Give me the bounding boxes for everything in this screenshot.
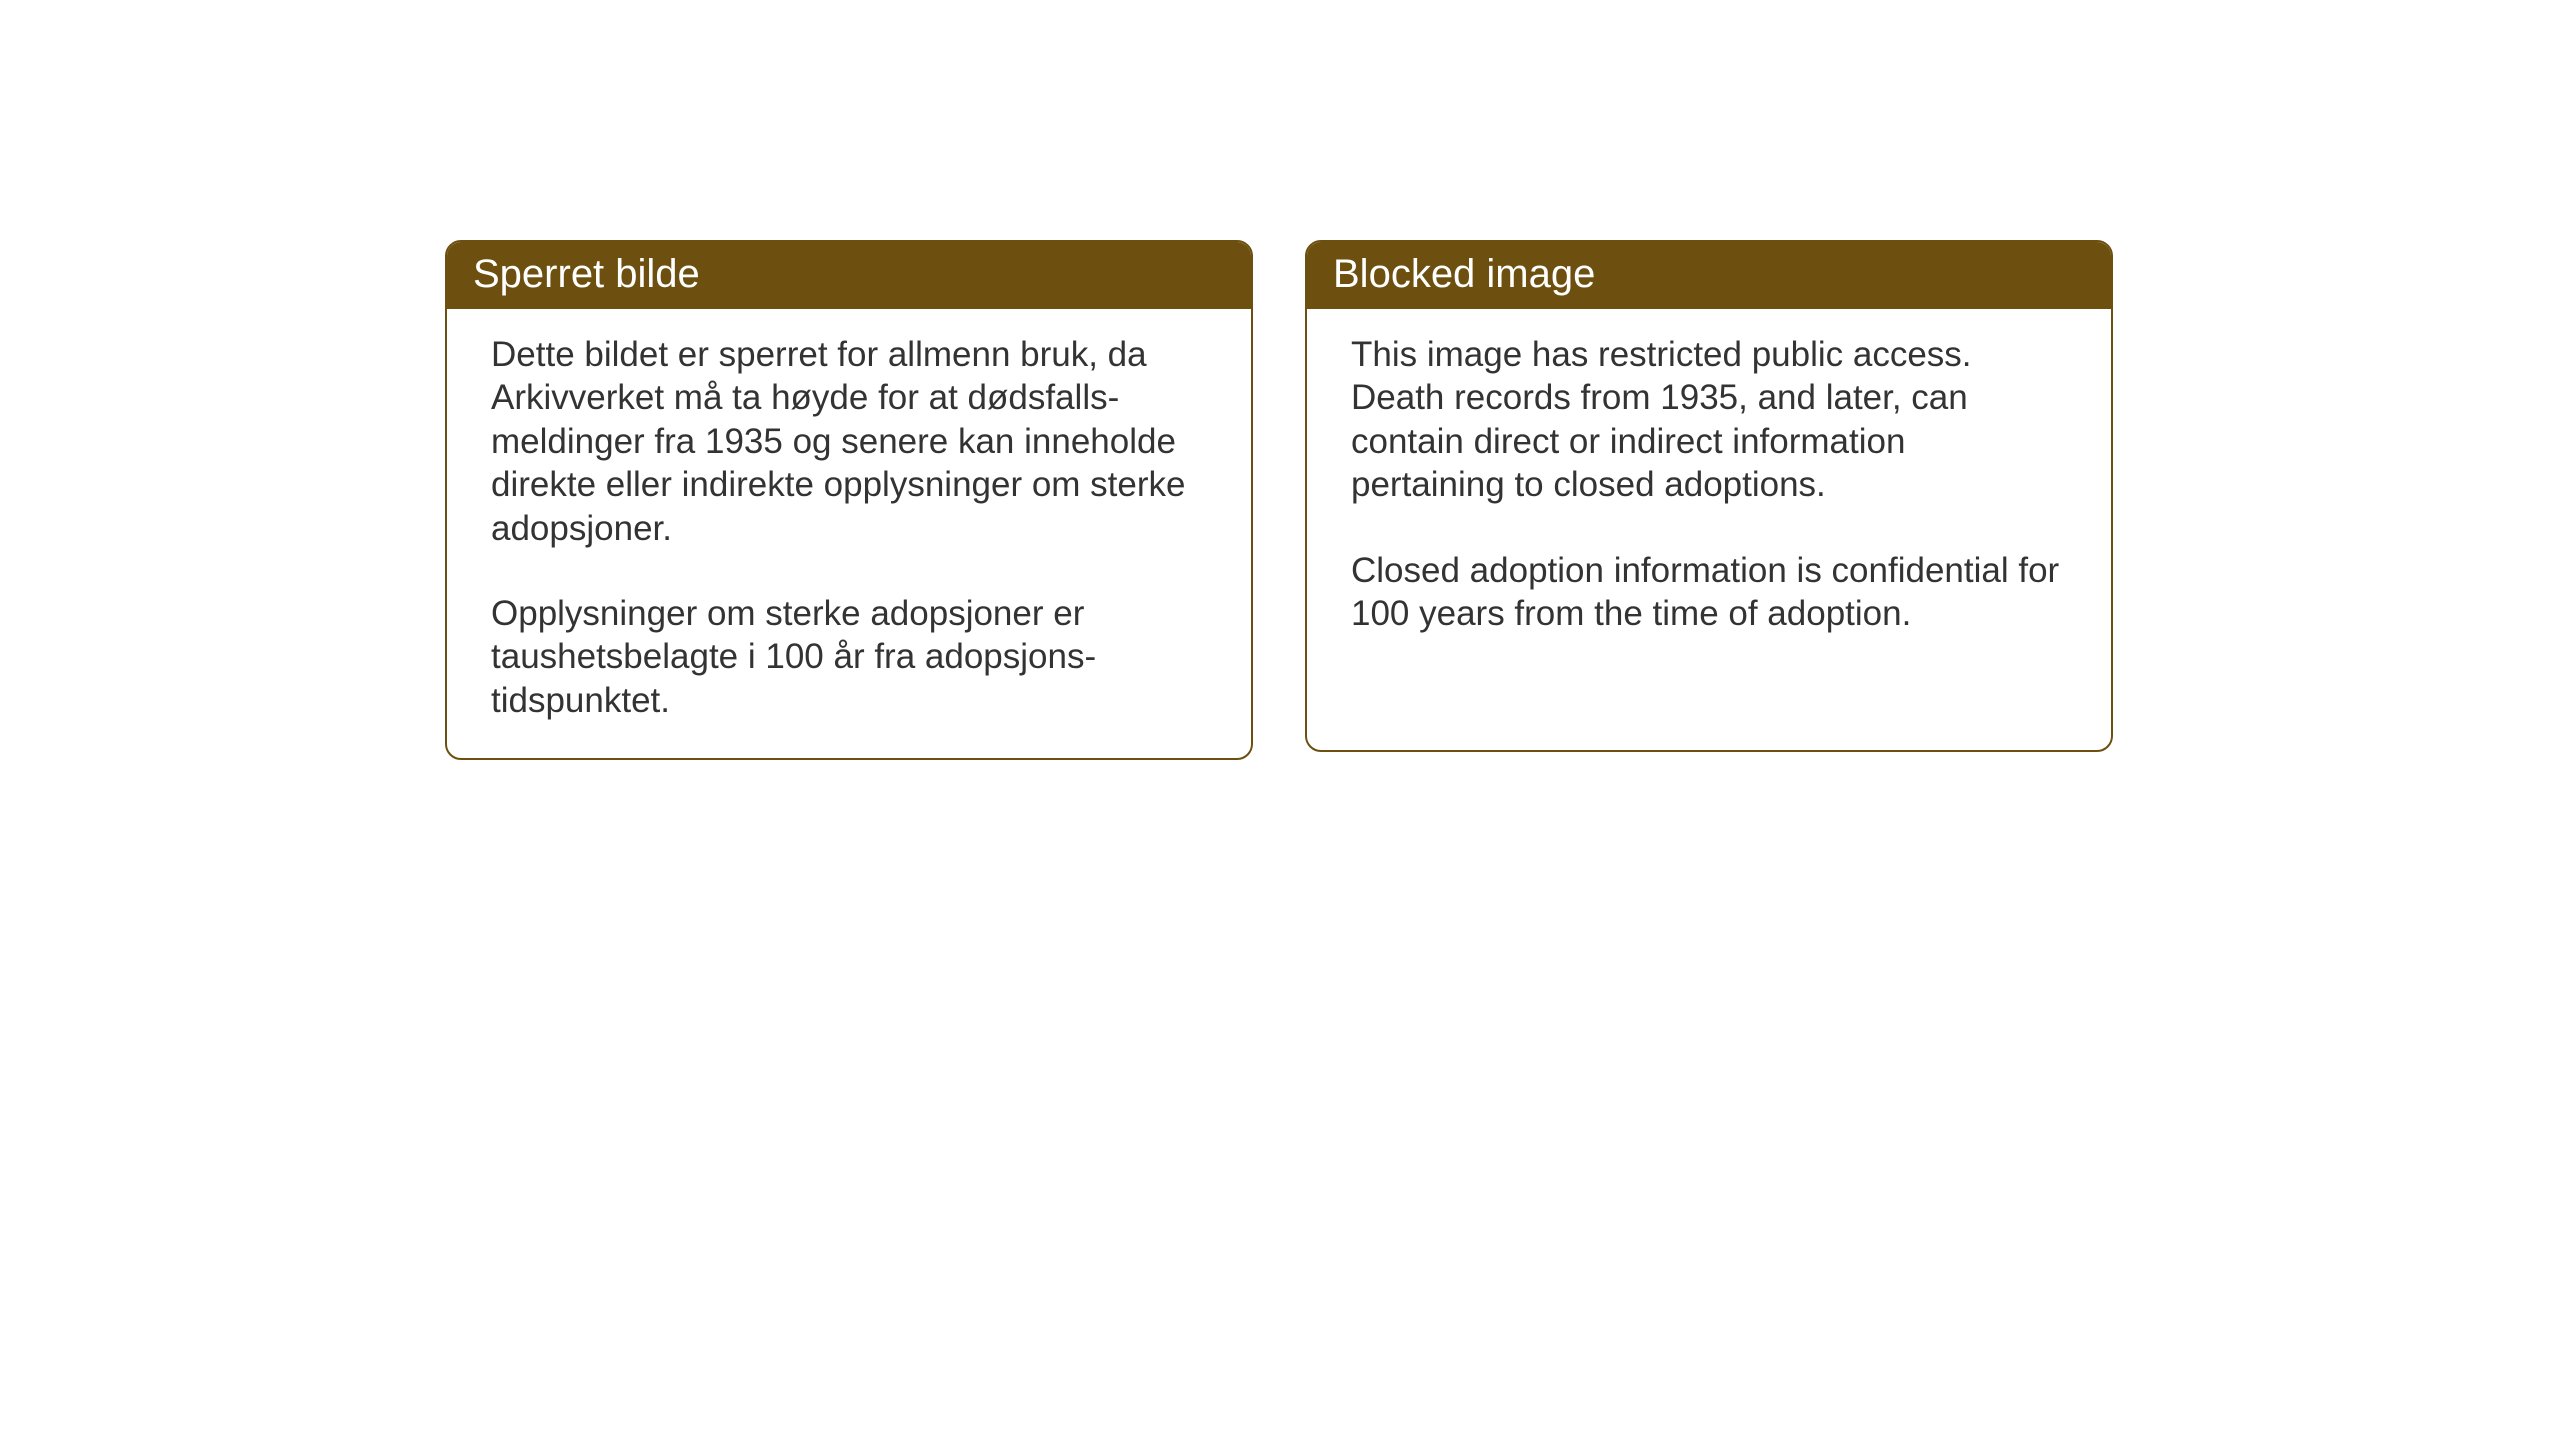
card-norwegian: Sperret bilde Dette bildet er sperret fo… xyxy=(445,240,1253,760)
card-body-norwegian: Dette bildet er sperret for allmenn bruk… xyxy=(447,309,1251,758)
paragraph-norwegian-2: Opplysninger om sterke adopsjoner er tau… xyxy=(491,592,1207,722)
card-header-english: Blocked image xyxy=(1307,242,2111,309)
paragraph-norwegian-1: Dette bildet er sperret for allmenn bruk… xyxy=(491,333,1207,550)
paragraph-english-1: This image has restricted public access.… xyxy=(1351,333,2067,507)
card-english: Blocked image This image has restricted … xyxy=(1305,240,2113,752)
card-body-english: This image has restricted public access.… xyxy=(1307,309,2111,671)
card-header-norwegian: Sperret bilde xyxy=(447,242,1251,309)
cards-container: Sperret bilde Dette bildet er sperret fo… xyxy=(445,240,2113,760)
paragraph-english-2: Closed adoption information is confident… xyxy=(1351,549,2067,636)
